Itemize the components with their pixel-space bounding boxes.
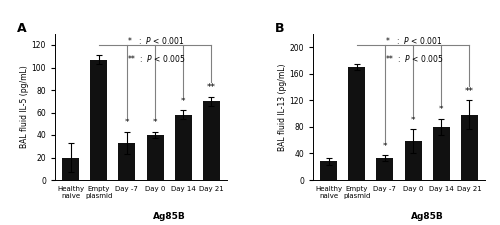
Bar (348, 67, 365, 180)
Bar (118, 143, 136, 180)
Text: **: ** (207, 83, 216, 92)
Text: *: * (153, 118, 158, 127)
Text: B: B (275, 22, 284, 35)
Text: *: * (181, 97, 186, 106)
Bar (62, 158, 79, 180)
Bar (461, 115, 478, 180)
Text: *   :  $P$ < 0.001
**  :  $P$ < 0.005: * : $P$ < 0.001 ** : $P$ < 0.005 (127, 35, 186, 63)
Y-axis label: BAL fluid IL-5 (pg/mL): BAL fluid IL-5 (pg/mL) (20, 65, 28, 148)
Text: Ag85B: Ag85B (411, 212, 444, 221)
Bar (433, 127, 450, 180)
Text: *: * (382, 142, 387, 151)
Text: *: * (439, 106, 444, 115)
Bar (203, 101, 220, 180)
Text: **: ** (465, 87, 474, 96)
Y-axis label: BAL fluid IL-13 (pg/mL): BAL fluid IL-13 (pg/mL) (278, 63, 286, 151)
Text: Ag85B: Ag85B (153, 212, 186, 221)
Text: A: A (17, 22, 27, 35)
Text: *: * (411, 116, 416, 125)
Bar (376, 158, 394, 180)
Bar (146, 135, 164, 180)
Bar (175, 115, 192, 180)
Bar (320, 161, 337, 180)
Text: *   :  $P$ < 0.001
**  :  $P$ < 0.005: * : $P$ < 0.001 ** : $P$ < 0.005 (385, 35, 444, 63)
Bar (404, 142, 421, 180)
Bar (90, 60, 107, 180)
Text: *: * (124, 118, 129, 127)
